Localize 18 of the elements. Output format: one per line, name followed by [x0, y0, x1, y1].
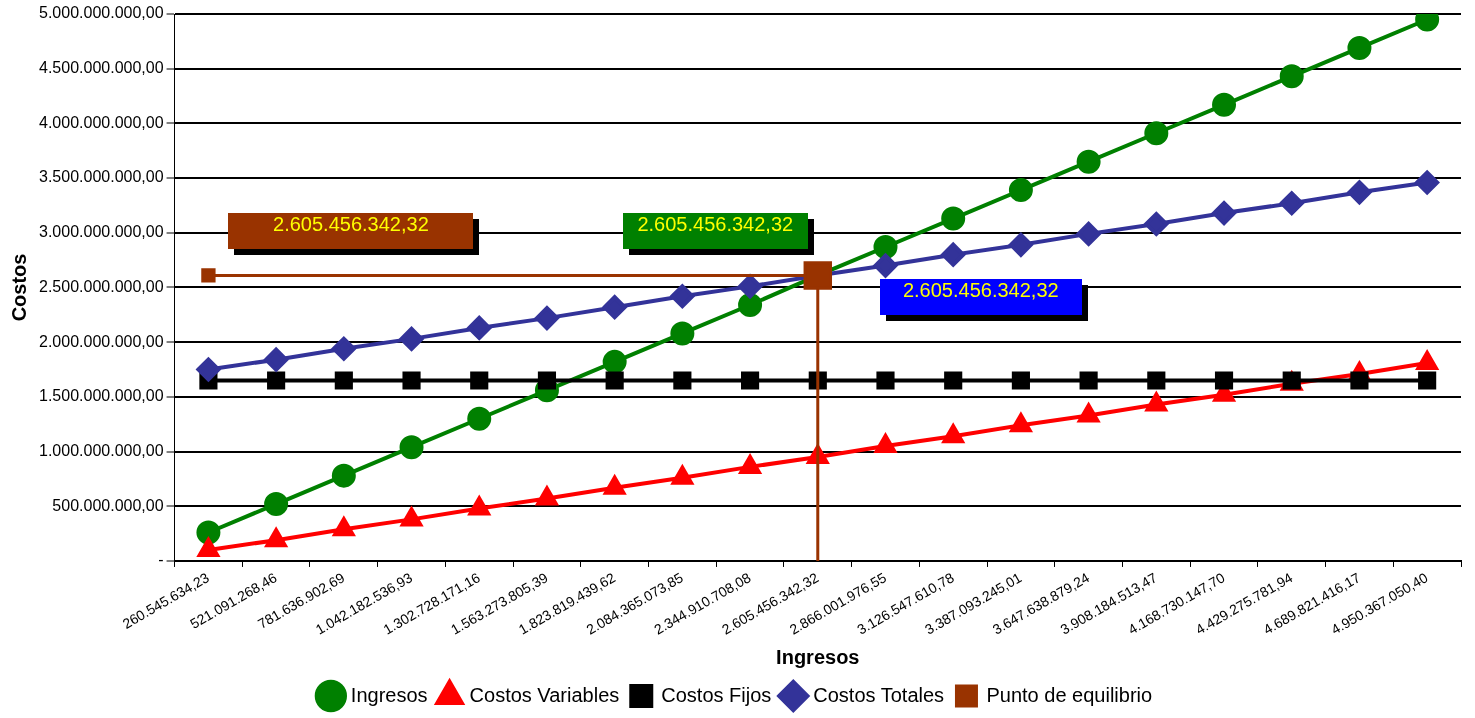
- y-tick-label: 500.000.000,00: [52, 496, 164, 514]
- legend-label: Costos Totales: [813, 683, 945, 706]
- y-tick-label: 5.000.000.000,00: [39, 4, 164, 22]
- y-tick-label: 4.500.000.000,00: [39, 59, 164, 77]
- legend-label: Costos Fijos: [661, 683, 772, 706]
- y-tick-label: -: [158, 551, 164, 569]
- y-tick-label: 1.500.000.000,00: [39, 387, 164, 405]
- y-axis-title: Costos: [7, 253, 30, 322]
- legend-label: Ingresos: [350, 683, 428, 706]
- y-tick-label: 4.000.000.000,00: [39, 113, 164, 131]
- y-tick-label: 2.500.000.000,00: [39, 277, 164, 295]
- y-tick-label: 3.500.000.000,00: [39, 168, 164, 186]
- x-axis-title: Ingresos: [776, 645, 860, 668]
- y-tick-label: 2.000.000.000,00: [39, 332, 164, 350]
- legend-label: Punto de equilibrio: [986, 683, 1153, 706]
- legend-label: Costos Variables: [469, 683, 620, 706]
- y-tick-label: 1.000.000.000,00: [39, 441, 164, 459]
- y-tick-label: 3.000.000.000,00: [39, 223, 164, 241]
